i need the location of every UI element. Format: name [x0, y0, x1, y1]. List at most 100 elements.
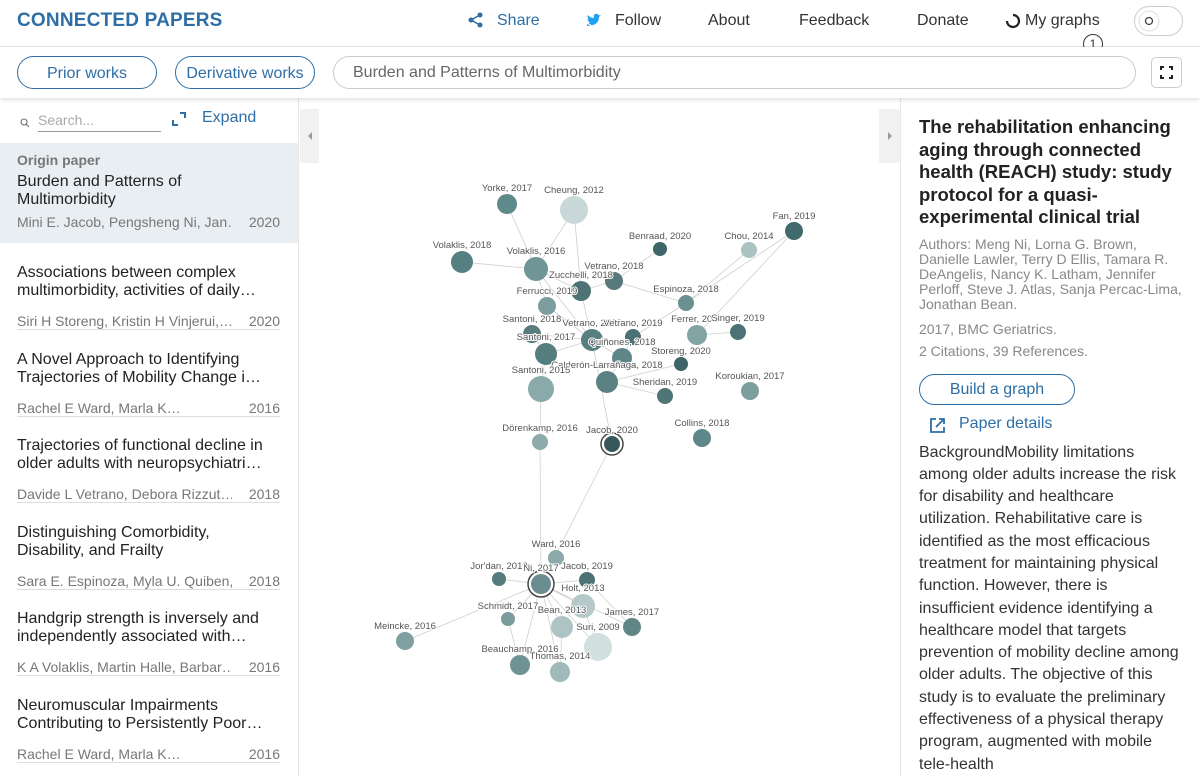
graph-node[interactable]: Cheung, 2012	[543, 184, 605, 224]
paper-details-link[interactable]: Paper details	[919, 414, 1183, 436]
node[interactable]	[535, 343, 557, 365]
theme-toggle[interactable]	[1134, 6, 1183, 36]
graph-node[interactable]: Collins, 2018	[674, 417, 730, 447]
graph-node[interactable]: Holt, 2013	[560, 582, 606, 618]
graph-node[interactable]: Benraad, 2020	[628, 230, 692, 256]
graph-node[interactable]: Vetrano, 2019	[602, 317, 664, 345]
node[interactable]	[653, 242, 667, 256]
node[interactable]	[657, 388, 673, 404]
node[interactable]	[531, 574, 551, 594]
node[interactable]	[612, 348, 632, 368]
graph-node[interactable]: Chou, 2014	[723, 230, 775, 258]
node[interactable]	[497, 194, 517, 214]
node[interactable]	[596, 371, 618, 393]
node[interactable]	[584, 633, 612, 661]
node[interactable]	[492, 572, 506, 586]
derivative-works-button[interactable]: Derivative works	[175, 56, 315, 89]
nav-share[interactable]: Share	[497, 12, 540, 29]
paper-item[interactable]: Trajectories of functional decline in ol…	[0, 416, 298, 504]
node[interactable]	[538, 297, 556, 315]
node[interactable]	[551, 616, 573, 638]
paper-details-text[interactable]: Paper details	[959, 414, 1053, 432]
graph-node[interactable]: Espinoza, 2018	[652, 283, 720, 311]
node[interactable]	[741, 382, 759, 400]
node[interactable]	[571, 594, 595, 618]
prior-works-button[interactable]: Prior works	[17, 56, 157, 89]
graph-node[interactable]: Quiñones, 2018	[587, 336, 657, 368]
node[interactable]	[625, 329, 641, 345]
node[interactable]	[785, 222, 803, 240]
graph-node[interactable]: Singer, 2019	[710, 312, 766, 340]
node[interactable]	[532, 434, 548, 450]
graph-node[interactable]: Jor'dan, 2019	[469, 560, 529, 586]
graph-node[interactable]: Meincke, 2016	[373, 620, 437, 650]
node[interactable]	[674, 357, 688, 371]
brand[interactable]: CONNECTED PAPERS	[17, 10, 223, 31]
node[interactable]	[548, 550, 564, 566]
graph-node[interactable]: Volaklis, 2016	[506, 245, 566, 281]
graph-node[interactable]: Calderón-Larrañaga, 2018	[550, 359, 664, 393]
sidebar-search[interactable]: Search...	[38, 110, 161, 132]
node[interactable]	[623, 618, 641, 636]
paper-item[interactable]: A Novel Approach to Identifying Trajecto…	[0, 330, 298, 417]
node[interactable]	[510, 655, 530, 675]
paper-item[interactable]: Associations between complex multimorbid…	[0, 243, 298, 330]
paper-item[interactable]: Distinguishing Comorbidity, Disability, …	[0, 503, 298, 590]
expand-button[interactable]: Expand	[202, 109, 257, 126]
nav-feedback[interactable]: Feedback	[799, 12, 870, 29]
nav-donate[interactable]: Donate	[917, 12, 969, 29]
graph-node[interactable]: Yorke, 2017	[481, 182, 533, 214]
nav-about[interactable]: About	[708, 12, 750, 29]
graph-node[interactable]: Storeng, 2020	[650, 345, 712, 371]
graph-node[interactable]: Santoni, 2017	[516, 331, 576, 365]
node[interactable]	[396, 632, 414, 650]
node[interactable]	[687, 325, 707, 345]
graph-node[interactable]: Zucchelli, 2018	[548, 269, 614, 301]
node[interactable]	[523, 325, 541, 343]
graph-node[interactable]: Ferrucci, 2019	[516, 285, 578, 315]
node[interactable]	[605, 272, 623, 290]
build-graph-button[interactable]: Build a graph	[919, 373, 1075, 405]
node[interactable]	[560, 196, 588, 224]
graph-node[interactable]: Koroukian, 2017	[714, 370, 786, 400]
node[interactable]	[501, 612, 515, 626]
graph-node[interactable]: Ferrer, 2017	[670, 313, 724, 345]
node[interactable]	[678, 295, 694, 311]
nav-follow[interactable]: Follow	[615, 12, 662, 29]
graph-node[interactable]: Beauchamp, 2016	[480, 643, 560, 675]
graph-node[interactable]: Volaklis, 2018	[432, 239, 492, 273]
graph-node[interactable]: Vetrano, 2016	[561, 317, 623, 351]
graph-node[interactable]: Fan, 2019	[772, 210, 816, 240]
fullscreen-button[interactable]	[1151, 57, 1182, 88]
node[interactable]	[524, 257, 548, 281]
node[interactable]	[604, 436, 620, 452]
nav-my-graphs[interactable]: My graphs	[1025, 12, 1100, 29]
node[interactable]	[730, 324, 746, 340]
graph-node[interactable]: Schmidt, 2017	[477, 600, 539, 626]
graph-node[interactable]: Sheridan, 2019	[632, 376, 698, 404]
graph-node[interactable]: Santoni, 2018	[502, 313, 562, 343]
graph-node[interactable]: Vetrano, 2018	[583, 260, 645, 290]
paper-item[interactable]: Neuromuscular Impairments Contributing t…	[0, 676, 298, 763]
node[interactable]	[451, 251, 473, 273]
graph-node[interactable]: Santoni, 2015	[511, 364, 571, 402]
graph-node[interactable]: Jacob, 2019	[560, 560, 614, 588]
graph-node[interactable]: Dörenkamp, 2016	[501, 422, 579, 450]
paper-item[interactable]: Handgrip strength is inversely and indep…	[0, 589, 298, 677]
node[interactable]	[528, 376, 554, 402]
node[interactable]	[571, 281, 591, 301]
graph-node[interactable]: Thomas, 2014	[529, 650, 591, 682]
graph-node[interactable]: Ward, 2016	[531, 538, 581, 566]
search-bar[interactable]: Burden and Patterns of Multimorbidity	[333, 56, 1136, 89]
origin-paper[interactable]: Origin paper Burden and Patterns of Multi…	[0, 143, 298, 243]
node[interactable]	[579, 572, 595, 588]
graph-node[interactable]: Ni, 2017	[522, 562, 560, 598]
node[interactable]	[581, 329, 603, 351]
graph-node[interactable]: Jacob, 2020	[585, 424, 639, 456]
node[interactable]	[741, 242, 757, 258]
node[interactable]	[693, 429, 711, 447]
graph-node[interactable]: Suri, 2009	[575, 621, 621, 661]
graph-node[interactable]: Bean, 2013	[537, 604, 587, 638]
node[interactable]	[550, 662, 570, 682]
graph-node[interactable]: James, 2017	[604, 606, 660, 636]
